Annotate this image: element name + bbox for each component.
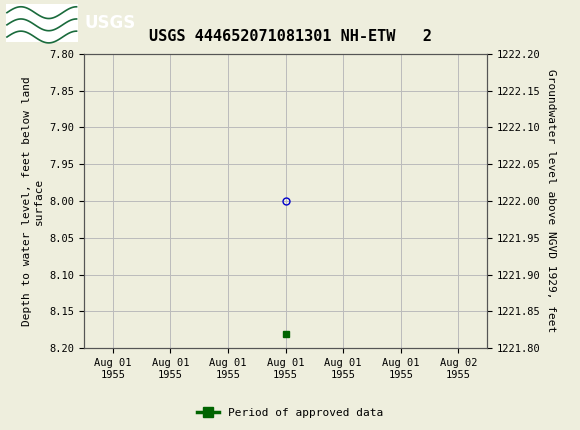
Y-axis label: Depth to water level, feet below land
surface: Depth to water level, feet below land su…: [22, 76, 44, 326]
Text: USGS: USGS: [84, 14, 135, 31]
Y-axis label: Groundwater level above NGVD 1929, feet: Groundwater level above NGVD 1929, feet: [546, 69, 556, 333]
Bar: [6, 3, 78, 42]
Legend: Period of approved data: Period of approved data: [193, 403, 387, 422]
Text: USGS 444652071081301 NH-ETW   2: USGS 444652071081301 NH-ETW 2: [148, 29, 432, 44]
